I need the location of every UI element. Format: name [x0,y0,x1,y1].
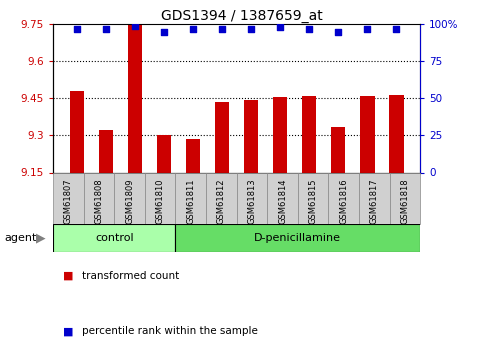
Bar [298,172,328,224]
Point [247,26,255,31]
Bar [84,172,114,224]
Bar [175,172,206,224]
Text: GSM61817: GSM61817 [370,179,379,224]
Bar [273,97,287,172]
Text: ▶: ▶ [36,231,46,245]
Bar [157,135,171,172]
Point [363,26,371,31]
Text: GSM61812: GSM61812 [217,179,226,224]
Text: GSM61807: GSM61807 [64,179,73,224]
Text: agent: agent [5,233,37,243]
Point [102,26,110,31]
Text: GSM61815: GSM61815 [309,179,318,224]
Point [131,23,139,28]
Point [160,29,168,34]
Text: ■: ■ [63,271,73,281]
Bar [359,172,390,224]
Point [392,26,400,31]
Point [305,26,313,31]
Bar [53,172,84,224]
Bar [215,102,229,172]
Text: GSM61809: GSM61809 [125,179,134,224]
Text: GSM61816: GSM61816 [339,179,348,224]
Bar [99,130,114,172]
Text: GSM61813: GSM61813 [247,179,256,224]
Bar [128,24,142,172]
Bar [389,95,403,172]
Text: GSM61818: GSM61818 [400,179,410,224]
Text: control: control [95,233,134,243]
Bar [267,172,298,224]
Text: percentile rank within the sample: percentile rank within the sample [82,326,258,336]
Bar [328,172,359,224]
Bar [390,172,420,224]
Bar [145,172,175,224]
Bar [186,139,200,172]
Text: D-penicillamine: D-penicillamine [255,233,341,243]
Bar [237,172,267,224]
Point [218,26,226,31]
Bar [302,96,316,172]
Text: GSM61808: GSM61808 [95,179,103,224]
Point [73,26,81,31]
Bar [175,224,420,252]
Text: GDS1394 / 1387659_at: GDS1394 / 1387659_at [161,9,322,23]
Bar [53,224,175,252]
Bar [206,172,237,224]
Text: GSM61811: GSM61811 [186,179,195,224]
Point [276,24,284,30]
Point [334,29,342,34]
Point [189,26,197,31]
Bar [70,91,85,172]
Text: GSM61810: GSM61810 [156,179,165,224]
Bar [360,96,374,172]
Text: transformed count: transformed count [82,271,179,281]
Bar [331,127,345,172]
Bar [114,172,145,224]
Bar [244,100,258,172]
Text: GSM61814: GSM61814 [278,179,287,224]
Text: ■: ■ [63,326,73,336]
